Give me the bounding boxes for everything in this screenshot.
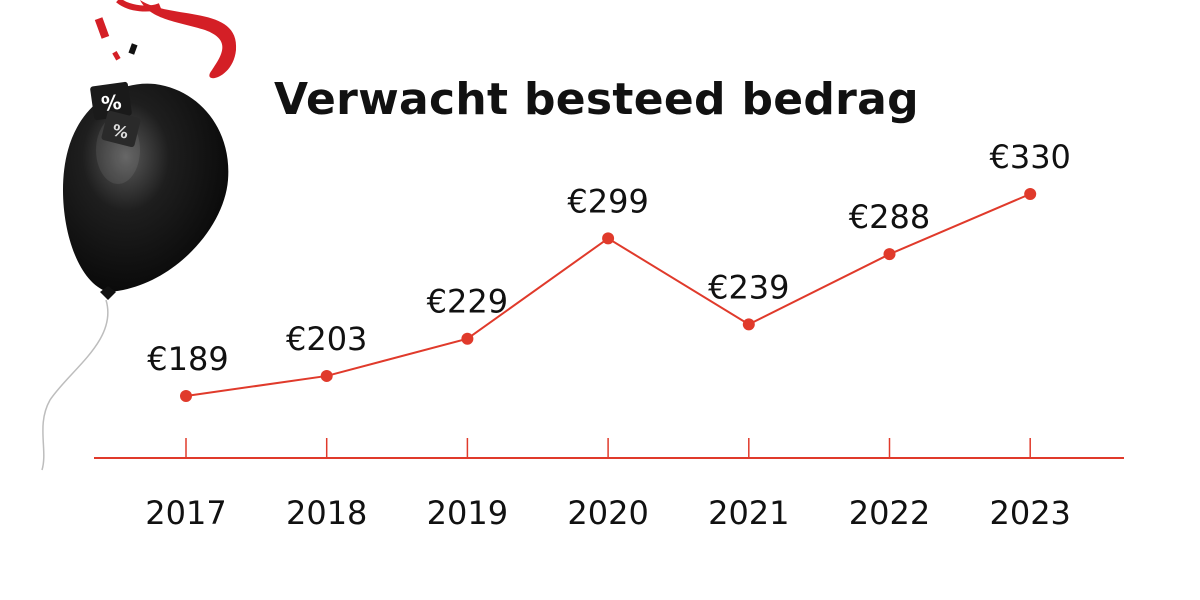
x-tick-label: 2022 [849,494,930,532]
x-tick-label: 2019 [427,494,508,532]
svg-text:%: % [100,90,123,117]
x-tick-label: 2023 [989,494,1070,532]
confetti [128,43,138,55]
balloon-string [41,299,109,471]
data-label: €189 [147,340,228,378]
data-label: €330 [989,138,1070,176]
data-point [180,390,192,402]
x-tick-label: 2020 [567,494,648,532]
data-point [883,248,896,261]
data-point [1024,188,1037,200]
data-point [320,369,333,382]
red-ribbon-icon [140,0,237,79]
data-label: €299 [567,182,648,220]
x-tick-label: 2018 [286,494,367,532]
data-label: €288 [849,198,930,236]
confetti [112,51,121,61]
data-point [602,232,615,245]
x-tick-label: 2017 [145,494,226,532]
data-label: €239 [708,268,789,306]
data-point [742,318,755,331]
x-tick-label: 2021 [708,494,789,532]
svg-text:%: % [110,120,130,142]
data-point [461,332,474,345]
percent-tag-icon: % % [90,81,141,148]
confetti [94,17,110,39]
data-label: €203 [286,320,367,358]
data-label: €229 [427,283,508,321]
chart-title: Verwacht besteed bedrag [274,74,919,125]
